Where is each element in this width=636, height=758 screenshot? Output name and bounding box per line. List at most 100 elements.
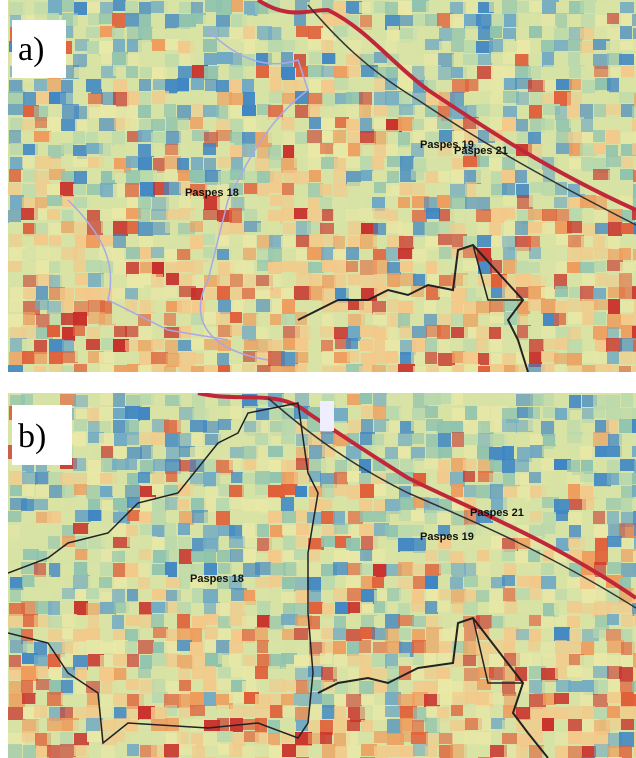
field-patch — [360, 706, 373, 719]
field-patch — [398, 538, 414, 552]
field-patch — [555, 432, 568, 445]
field-patch — [47, 248, 62, 262]
field-patch — [595, 538, 608, 551]
field-patch — [437, 325, 450, 339]
field-patch — [372, 365, 386, 372]
field-patch — [360, 564, 374, 575]
field-patch — [8, 720, 21, 734]
field-patch — [606, 156, 621, 167]
field-patch — [541, 299, 556, 314]
field-patch — [230, 447, 244, 458]
field-patch — [257, 183, 269, 197]
field-patch — [281, 26, 293, 39]
field-patch — [400, 326, 414, 338]
field-patch — [152, 589, 167, 600]
field-patch — [8, 210, 21, 223]
field-patch — [47, 745, 60, 758]
field-patch — [231, 300, 245, 314]
field-patch — [243, 523, 255, 538]
field-patch — [151, 119, 165, 131]
field-patch — [606, 486, 622, 500]
field-patch — [554, 693, 569, 704]
field-patch — [177, 105, 191, 120]
field-patch — [309, 52, 321, 64]
field-patch — [543, 80, 556, 91]
field-patch — [294, 286, 311, 301]
field-patch — [205, 221, 219, 236]
field-patch — [567, 601, 582, 613]
field-patch — [541, 364, 556, 372]
field-patch — [242, 261, 254, 275]
field-patch — [165, 536, 177, 550]
field-patch — [476, 705, 490, 719]
field-patch — [359, 640, 371, 653]
field-patch — [438, 53, 454, 67]
field-patch — [555, 67, 570, 78]
field-patch — [398, 681, 410, 693]
field-patch — [476, 170, 493, 183]
field-patch — [530, 511, 542, 522]
field-patch — [283, 223, 296, 234]
field-patch — [100, 393, 115, 405]
field-patch — [333, 666, 347, 679]
field-patch — [86, 640, 103, 655]
field-patch — [74, 222, 88, 237]
field-patch — [528, 653, 541, 666]
field-patch — [216, 679, 232, 690]
field-patch — [281, 195, 296, 208]
field-patch — [437, 184, 452, 195]
field-patch — [34, 705, 47, 718]
field-patch — [632, 119, 636, 132]
field-patch — [87, 169, 101, 181]
field-patch — [138, 667, 151, 678]
field-patch — [464, 327, 478, 338]
field-patch — [152, 471, 164, 485]
field-patch — [593, 288, 606, 299]
field-patch — [515, 640, 529, 652]
field-patch — [151, 393, 165, 407]
field-patch — [73, 629, 87, 641]
field-patch — [165, 340, 178, 354]
field-patch — [386, 130, 399, 144]
field-patch — [385, 549, 398, 564]
field-patch — [606, 338, 622, 352]
field-patch — [34, 234, 48, 245]
field-patch — [322, 705, 335, 719]
field-patch — [320, 223, 334, 234]
field-patch — [502, 419, 517, 432]
field-patch — [347, 132, 362, 144]
field-patch — [620, 351, 633, 364]
field-patch — [87, 41, 100, 56]
field-patch — [554, 28, 570, 41]
field-patch — [296, 235, 310, 247]
field-patch — [398, 248, 413, 259]
field-patch — [387, 299, 399, 312]
field-patch — [255, 484, 270, 495]
field-patch — [191, 157, 203, 170]
field-patch — [190, 143, 204, 155]
field-patch — [321, 118, 337, 130]
field-patch — [204, 118, 218, 129]
field-patch — [73, 26, 88, 39]
field-patch — [438, 550, 450, 561]
field-patch — [360, 143, 375, 156]
field-patch — [8, 707, 25, 720]
field-patch — [255, 588, 269, 600]
field-patch — [554, 156, 568, 169]
field-patch — [73, 312, 87, 326]
field-patch — [606, 629, 623, 641]
field-patch — [112, 248, 124, 262]
field-patch — [620, 706, 635, 720]
field-patch — [73, 247, 85, 260]
field-patch — [529, 1, 542, 12]
field-patch — [60, 93, 73, 105]
field-patch — [257, 640, 269, 653]
field-patch — [580, 104, 593, 119]
field-patch — [204, 66, 219, 80]
field-patch — [281, 261, 295, 272]
field-patch — [125, 118, 140, 133]
field-patch — [270, 78, 282, 92]
field-patch — [177, 640, 192, 651]
field-patch — [502, 183, 515, 196]
field-patch — [87, 445, 101, 457]
